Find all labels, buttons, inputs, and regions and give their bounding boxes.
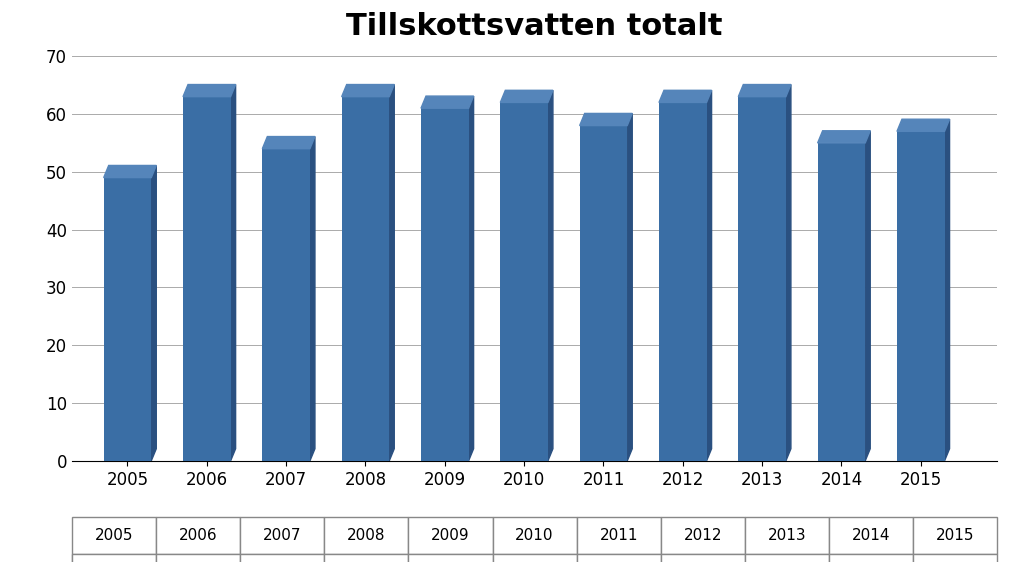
Polygon shape	[310, 137, 315, 461]
Polygon shape	[548, 90, 553, 461]
Polygon shape	[866, 131, 871, 461]
Bar	[817, 143, 866, 461]
Bar	[262, 149, 310, 461]
Polygon shape	[627, 114, 632, 461]
Polygon shape	[151, 165, 156, 461]
Polygon shape	[738, 84, 791, 97]
Polygon shape	[390, 84, 395, 461]
Polygon shape	[501, 90, 553, 102]
Polygon shape	[945, 119, 950, 461]
Bar	[897, 132, 945, 461]
Bar	[341, 97, 390, 461]
Polygon shape	[469, 96, 474, 461]
Polygon shape	[580, 114, 632, 125]
Bar	[183, 97, 230, 461]
Bar	[501, 102, 548, 461]
Polygon shape	[706, 90, 711, 461]
Polygon shape	[659, 90, 711, 102]
Polygon shape	[421, 96, 474, 108]
Polygon shape	[183, 84, 235, 97]
Bar	[659, 102, 706, 461]
Bar	[421, 108, 469, 461]
Bar	[738, 97, 786, 461]
Polygon shape	[817, 131, 871, 143]
Polygon shape	[897, 119, 950, 132]
Polygon shape	[230, 84, 235, 461]
Polygon shape	[341, 84, 395, 97]
Bar	[104, 178, 151, 461]
Polygon shape	[786, 84, 791, 461]
Polygon shape	[262, 137, 315, 149]
Polygon shape	[104, 165, 156, 178]
Bar	[580, 125, 627, 461]
Title: Tillskottsvatten totalt: Tillskottsvatten totalt	[346, 12, 723, 42]
